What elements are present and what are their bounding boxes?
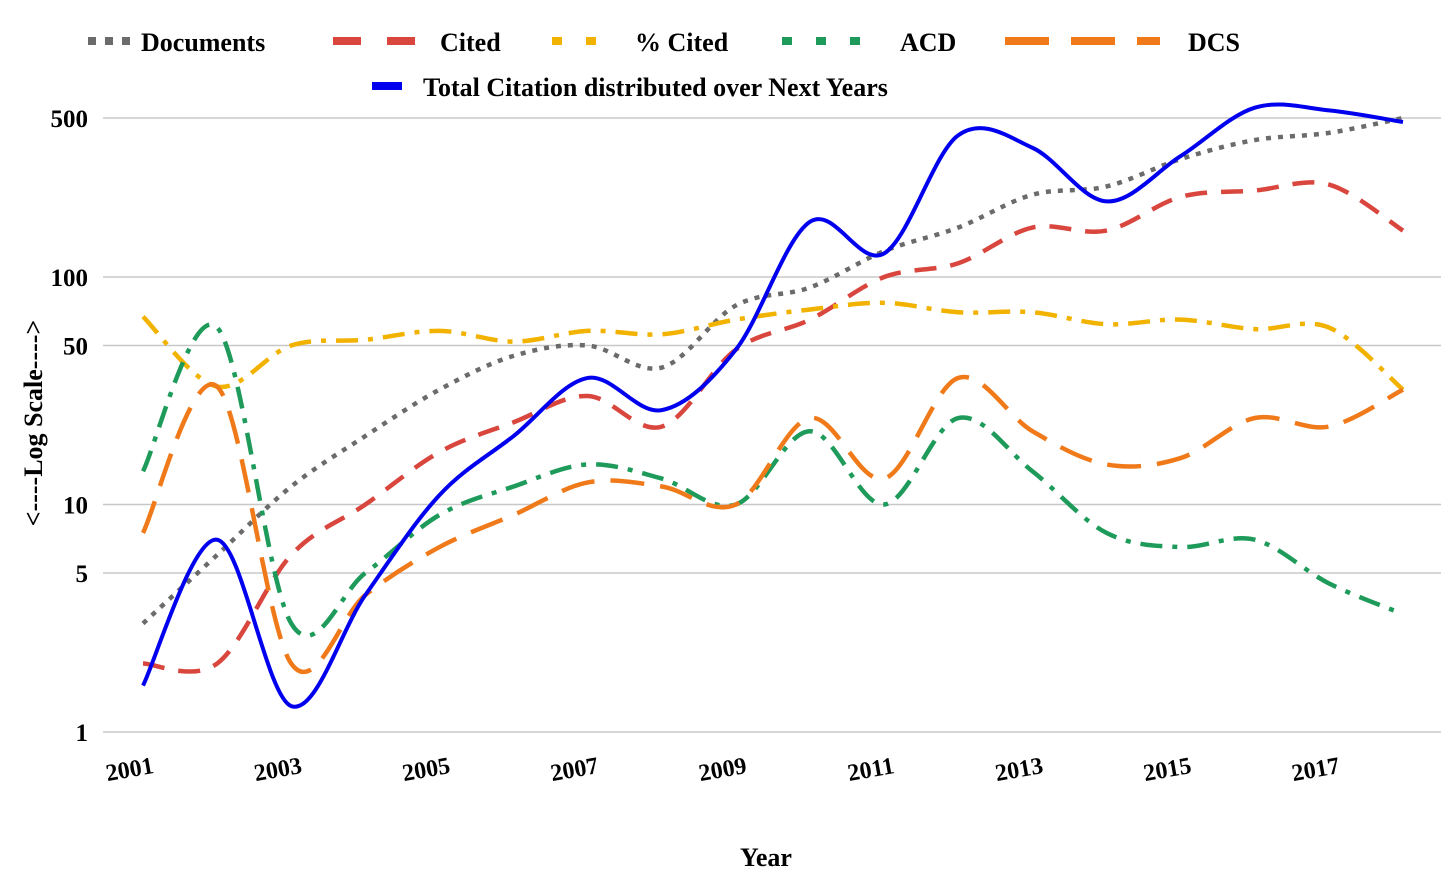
y-axis-ticks: 1 5 10 50 100 500 bbox=[51, 106, 89, 747]
y-tick-label: 100 bbox=[51, 265, 89, 292]
y-tick-label: 1 bbox=[76, 720, 89, 747]
series-line-cited bbox=[142, 180, 1405, 674]
gridlines bbox=[103, 117, 1441, 733]
series-line-documents bbox=[141, 115, 1404, 626]
x-tick-label: 2007 bbox=[549, 753, 601, 787]
x-tick-label: 2009 bbox=[697, 753, 749, 787]
x-tick-label: 2015 bbox=[1142, 753, 1194, 787]
legend-label-cited: % Cited bbox=[635, 28, 729, 57]
series-line-total-citation-distributed-over-next-years bbox=[141, 102, 1404, 709]
x-tick-label: 2005 bbox=[400, 753, 452, 787]
legend-label-cited: Cited bbox=[440, 28, 501, 57]
x-tick-label: 2013 bbox=[993, 753, 1045, 787]
series-line-cited bbox=[141, 300, 1405, 392]
y-tick-label: 500 bbox=[51, 106, 89, 133]
series-line-dcs bbox=[140, 374, 1405, 675]
series-line-acd bbox=[140, 322, 1404, 638]
y-tick-label: 10 bbox=[63, 493, 88, 520]
legend-label-documents: Documents bbox=[141, 28, 265, 57]
x-tick-label: 2011 bbox=[846, 753, 896, 787]
legend-label-dcs: DCS bbox=[1188, 28, 1240, 57]
legend: Documents Cited % Cited ACD DCS Total Citatio… bbox=[88, 28, 1240, 102]
x-axis-title: Year bbox=[740, 843, 792, 872]
y-tick-label: 5 bbox=[76, 561, 89, 588]
y-tick-label: 50 bbox=[63, 333, 88, 360]
legend-label-acd: ACD bbox=[900, 28, 956, 57]
legend-label-total-citation-distributed-over-next-years: Total Citation distributed over Next Yea… bbox=[423, 73, 888, 102]
x-tick-label: 2003 bbox=[252, 753, 304, 787]
x-tick-label: 2001 bbox=[104, 753, 156, 787]
y-axis-title: <----Log Scale----> bbox=[19, 320, 48, 527]
series-lines bbox=[140, 102, 1405, 709]
x-axis-ticks: 2001 2003 2005 2007 2009 2011 2013 2015 2017 bbox=[104, 753, 1342, 787]
x-tick-label: 2017 bbox=[1290, 753, 1342, 787]
